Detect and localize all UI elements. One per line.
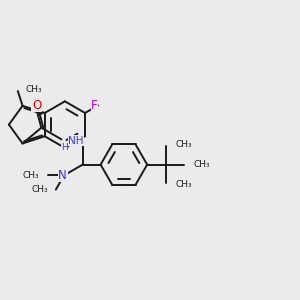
Text: CH₃: CH₃ — [175, 180, 192, 189]
Text: F: F — [91, 99, 98, 112]
Text: CH₃: CH₃ — [32, 185, 48, 194]
Text: CH₃: CH₃ — [22, 171, 39, 180]
Text: N: N — [58, 169, 67, 182]
Text: CH₃: CH₃ — [26, 85, 43, 94]
Text: CH₃: CH₃ — [175, 140, 192, 149]
Text: NH: NH — [68, 136, 84, 146]
Text: H: H — [61, 142, 68, 152]
Text: CH₃: CH₃ — [194, 160, 210, 169]
Text: O: O — [32, 98, 41, 112]
